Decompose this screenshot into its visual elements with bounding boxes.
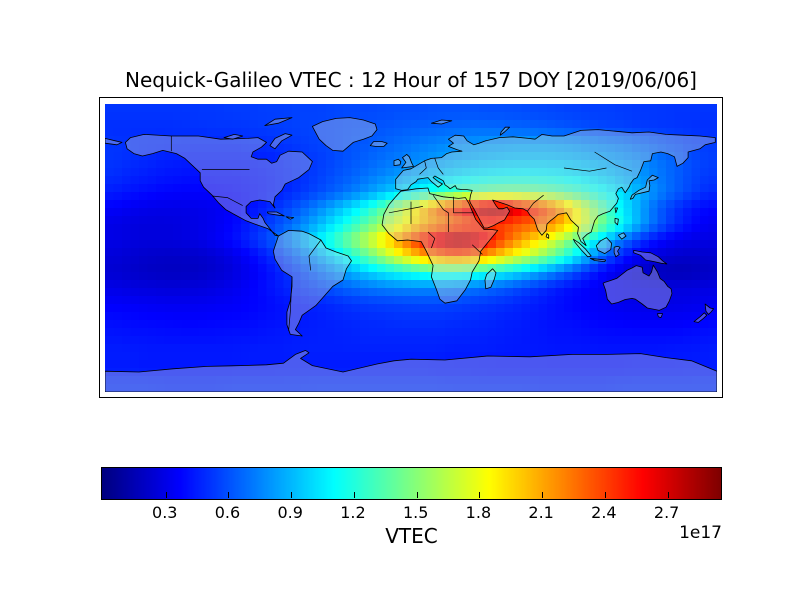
colorbar-tick [291, 492, 293, 498]
coastline-sumatra [573, 239, 591, 257]
border-pakistan-india [527, 195, 543, 211]
coastline-iceland [370, 142, 387, 147]
coastline-sulawesi [614, 246, 620, 256]
border-egypt-libya-sudan [454, 197, 474, 213]
coastline-ireland [394, 159, 401, 165]
coastline-baffin-island [270, 134, 292, 149]
colorbar-tick-label: 1.5 [402, 503, 429, 522]
border-mauritania-algeria [389, 206, 423, 212]
colorbar-label: VTEC [385, 524, 438, 548]
coastline-java [590, 258, 605, 261]
border-europe-2 [435, 158, 444, 174]
colorbar-tick-label: 1.8 [465, 503, 492, 522]
coastline-madagascar [485, 269, 496, 289]
coastline-antarctica [105, 350, 717, 392]
border-brazil-west [309, 240, 321, 270]
coastline-greenland [312, 118, 377, 152]
coastline-tasmania [658, 314, 663, 318]
colorbar-tick [416, 492, 418, 498]
colorbar-tick-label: 2.7 [653, 503, 680, 522]
vtec-heatmap-canvas [105, 104, 717, 392]
coastline-hispaniola [286, 217, 294, 219]
colorbar-tick-label: 1.2 [340, 503, 366, 522]
colorbar-tick [165, 492, 167, 498]
coastline-victoria-island [224, 134, 243, 139]
coastline-new-zealand-north [705, 304, 714, 314]
colorbar-gradient-canvas [102, 468, 721, 499]
border-us-mexico [212, 196, 243, 206]
coastline-australia [603, 265, 672, 310]
colorbar-tick [228, 492, 230, 498]
border-chile-argentina [289, 277, 292, 331]
colorbar-tick [667, 492, 669, 498]
coastline-mindanao [618, 233, 626, 239]
colorbar-tick [542, 492, 544, 498]
coastline-luzon [615, 218, 618, 224]
colorbar-tick [604, 492, 606, 498]
colorbar-tick-label: 2.1 [528, 503, 554, 522]
coastline-north-america [125, 134, 312, 236]
coastlines-svg [105, 104, 717, 392]
coastline-ellesmere-island [265, 118, 292, 126]
coastline-new-zealand-south [694, 313, 707, 323]
colorbar-tick-label: 2.4 [591, 503, 617, 522]
coastline-taiwan [615, 208, 618, 213]
colorbar-tick [479, 492, 481, 498]
colorbar-tick-label: 0.9 [277, 503, 303, 522]
coastline-borneo [596, 238, 611, 254]
border-east-africa [472, 245, 482, 255]
border-russia-mongolia [595, 152, 632, 171]
border-nigeria-cameroon [428, 232, 435, 248]
border-algeria-chad [433, 195, 448, 232]
border-europe-1 [420, 161, 427, 175]
coastline-chukotka-wrap [105, 138, 122, 144]
coastline-novaya-zemlya [500, 127, 509, 135]
coastline-new-guinea [634, 250, 667, 264]
coastline-japan [630, 175, 658, 199]
coastline-cuba [267, 212, 284, 216]
colorbar-tick-label: 0.6 [214, 503, 241, 522]
coastline-south-america [273, 230, 351, 336]
plot-title: Nequick-Galileo VTEC : 12 Hour of 157 DO… [124, 68, 697, 92]
colorbar-tick-label: 0.3 [152, 503, 178, 522]
colorbar-offset-label: 1e17 [679, 523, 722, 543]
colorbar-tick [353, 492, 355, 498]
coastline-eurasia [396, 130, 716, 246]
colorbar [101, 467, 722, 500]
border-central-asia [564, 168, 607, 171]
coastline-svalbard [431, 120, 451, 124]
coastline-great-britain [402, 154, 414, 168]
coastline-sri-lanka [546, 234, 549, 239]
